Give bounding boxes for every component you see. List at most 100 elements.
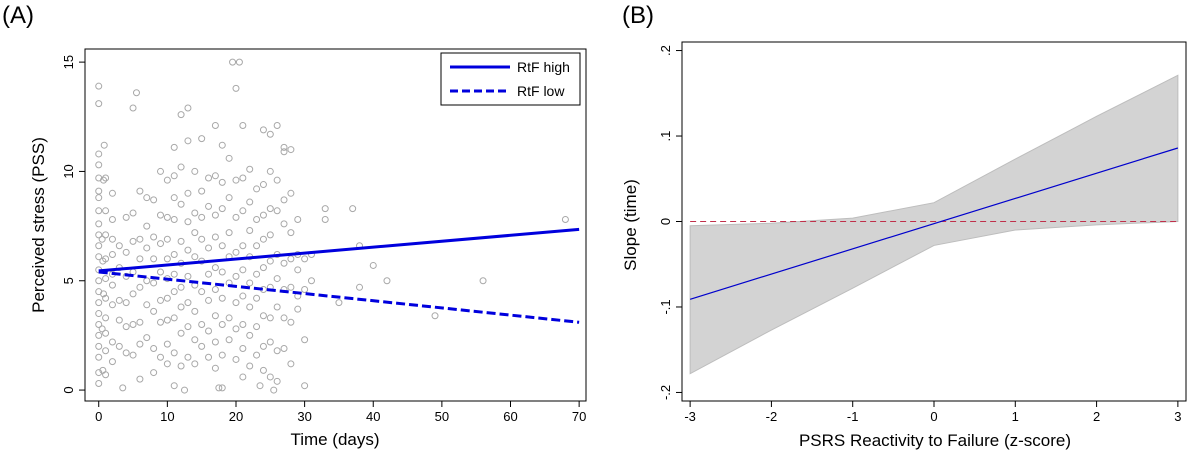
data-point bbox=[150, 255, 158, 263]
data-point bbox=[266, 231, 274, 239]
data-point bbox=[280, 143, 288, 151]
data-point bbox=[184, 137, 192, 145]
data-point bbox=[211, 264, 219, 272]
data-point bbox=[129, 351, 137, 359]
data-point bbox=[156, 353, 164, 361]
data-point bbox=[100, 176, 108, 184]
data-point bbox=[211, 211, 219, 219]
data-point bbox=[95, 342, 103, 350]
data-point bbox=[321, 216, 329, 224]
data-point bbox=[280, 196, 288, 204]
data-point bbox=[191, 360, 199, 368]
data-point bbox=[205, 296, 213, 304]
data-point bbox=[253, 323, 261, 331]
data-point bbox=[115, 342, 123, 350]
x-tick-label: 0 bbox=[95, 409, 102, 424]
data-point bbox=[232, 248, 240, 256]
data-point bbox=[143, 334, 151, 342]
x-tick-label: 1 bbox=[1012, 409, 1019, 424]
data-point bbox=[198, 213, 206, 221]
data-point bbox=[229, 58, 237, 66]
data-point bbox=[266, 257, 274, 265]
data-point bbox=[163, 235, 171, 243]
data-point bbox=[246, 226, 254, 234]
data-point bbox=[218, 178, 226, 186]
data-point bbox=[232, 299, 240, 307]
data-point bbox=[266, 373, 274, 381]
data-point bbox=[225, 314, 233, 322]
data-point bbox=[156, 211, 164, 219]
data-point bbox=[232, 213, 240, 221]
data-point bbox=[253, 216, 261, 224]
data-point bbox=[95, 369, 103, 377]
data-point bbox=[246, 331, 254, 339]
data-point bbox=[253, 185, 261, 193]
data-point bbox=[259, 312, 267, 320]
data-point bbox=[170, 172, 178, 180]
data-point bbox=[129, 290, 137, 298]
panel-b-label: (B) bbox=[622, 2, 654, 29]
data-point bbox=[218, 141, 226, 149]
data-point bbox=[232, 355, 240, 363]
data-point bbox=[177, 283, 185, 291]
data-point bbox=[301, 382, 309, 390]
data-point bbox=[273, 122, 281, 130]
data-point bbox=[132, 89, 140, 97]
data-point bbox=[95, 299, 103, 307]
data-point bbox=[259, 126, 267, 134]
y-tick-label: .2 bbox=[658, 45, 673, 56]
x-tick-label: 30 bbox=[297, 409, 311, 424]
x-tick-label: 60 bbox=[503, 409, 517, 424]
data-point bbox=[102, 231, 110, 239]
data-point bbox=[266, 314, 274, 322]
x-tick-label: -3 bbox=[684, 409, 696, 424]
data-point bbox=[184, 353, 192, 361]
data-point bbox=[122, 299, 130, 307]
y-tick-label: .1 bbox=[658, 131, 673, 142]
data-point bbox=[266, 130, 274, 138]
data-point bbox=[239, 320, 247, 328]
data-point bbox=[191, 167, 199, 175]
data-point bbox=[115, 242, 123, 250]
plot-frame bbox=[84, 48, 587, 402]
data-point bbox=[280, 259, 288, 267]
data-point bbox=[184, 323, 192, 331]
data-point bbox=[235, 58, 243, 66]
data-point bbox=[102, 314, 110, 322]
data-point bbox=[184, 272, 192, 280]
data-point bbox=[143, 277, 151, 285]
data-point bbox=[115, 316, 123, 324]
data-point bbox=[321, 205, 329, 213]
data-point bbox=[246, 362, 254, 370]
data-point bbox=[102, 371, 110, 379]
data-point bbox=[211, 233, 219, 241]
data-point bbox=[287, 283, 295, 291]
data-point bbox=[102, 294, 110, 302]
y-tick-label: 10 bbox=[61, 164, 76, 178]
data-point bbox=[95, 242, 103, 250]
data-point bbox=[259, 366, 267, 374]
data-point bbox=[122, 323, 130, 331]
data-point bbox=[266, 338, 274, 346]
data-point bbox=[205, 244, 213, 252]
data-point bbox=[177, 362, 185, 370]
slope-line bbox=[689, 147, 1179, 300]
data-point bbox=[273, 275, 281, 283]
data-point bbox=[205, 353, 213, 361]
data-points bbox=[95, 58, 569, 394]
data-point bbox=[143, 222, 151, 230]
data-point bbox=[259, 342, 267, 350]
data-point bbox=[287, 360, 295, 368]
data-point bbox=[211, 312, 219, 320]
data-point bbox=[287, 229, 295, 237]
data-point bbox=[136, 235, 144, 243]
data-point bbox=[129, 237, 137, 245]
y-axis-label: Perceived stress (PSS) bbox=[29, 137, 48, 313]
data-point bbox=[225, 154, 233, 162]
data-point bbox=[95, 100, 103, 108]
data-point bbox=[163, 213, 171, 221]
legend-label-rtf-high: RtF high bbox=[517, 59, 570, 75]
data-point bbox=[170, 349, 178, 357]
data-point bbox=[170, 314, 178, 322]
